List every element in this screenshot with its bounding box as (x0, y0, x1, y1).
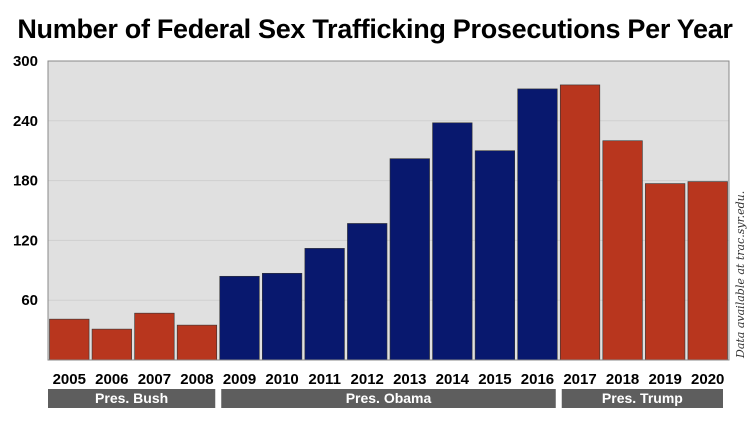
x-tick-label: 2020 (691, 371, 724, 388)
bar-2013 (389, 158, 430, 361)
bar-2012 (347, 223, 388, 361)
y-tick-label: 120 (13, 232, 38, 249)
bar-2014 (432, 122, 473, 361)
chart-title: Number of Federal Sex Trafficking Prosec… (17, 14, 733, 44)
x-tick-label: 2007 (138, 371, 171, 388)
bar-2017 (559, 84, 601, 361)
x-tick-label: 2014 (436, 371, 470, 388)
bar-2007 (134, 312, 175, 361)
x-tick-label: 2016 (521, 371, 554, 388)
group-label: Pres. Bush (95, 390, 168, 406)
bar-2009 (219, 275, 260, 361)
group-label: Pres. Obama (346, 390, 432, 406)
x-tick-label: 2013 (393, 371, 426, 388)
bar-2015 (474, 150, 515, 361)
bar-2010 (262, 272, 303, 361)
y-tick-label: 180 (13, 173, 38, 190)
bar-2018 (602, 140, 643, 361)
bar-2006 (91, 328, 132, 361)
x-tick-label: 2006 (95, 371, 128, 388)
group-band (221, 389, 556, 408)
bar-2016 (517, 88, 558, 361)
bar-2020 (687, 181, 728, 361)
y-tick-label: 60 (21, 292, 38, 309)
plot-border (47, 60, 730, 361)
group-label: Pres. Trump (602, 390, 683, 406)
x-tick-label: 2012 (351, 371, 384, 388)
group-band (48, 389, 216, 408)
x-tick-label: 2015 (478, 371, 511, 388)
bar-2008 (176, 324, 218, 361)
x-tick-label: 2010 (265, 371, 298, 388)
bar-2005 (49, 318, 90, 361)
y-tick-label: 300 (13, 53, 38, 70)
x-tick-label: 2009 (223, 371, 256, 388)
group-band (561, 389, 723, 408)
x-tick-label: 2011 (308, 371, 341, 388)
x-tick-label: 2019 (648, 371, 681, 388)
x-tick-label: 2018 (606, 371, 639, 388)
source-note: Data available at trac.syr.edu. (734, 191, 747, 359)
x-tick-label: 2017 (563, 371, 596, 388)
bar-2019 (645, 183, 686, 361)
bar-2011 (304, 248, 345, 361)
x-tick-label: 2005 (53, 371, 86, 388)
y-tick-label: 240 (13, 113, 38, 130)
x-tick-label: 2008 (180, 371, 213, 388)
